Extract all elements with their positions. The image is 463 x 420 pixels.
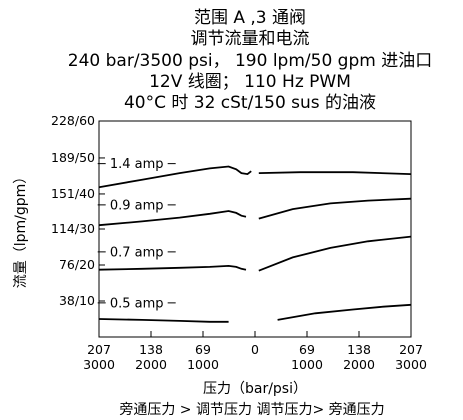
y-tick-label: 76/20 bbox=[59, 257, 95, 272]
amp-label-box bbox=[105, 243, 168, 260]
curve-0-7-amp-right bbox=[258, 235, 412, 272]
x-tick-label-bar: 0 bbox=[251, 342, 259, 357]
x-tick-label-bar: 207 bbox=[399, 342, 423, 357]
chart-title-line-3: 240 bar/3500 psi， 190 lpm/50 gpm 进油口 bbox=[68, 51, 432, 71]
x-tick-label-psi: 3000 bbox=[395, 357, 427, 372]
x-tick-label-psi: 3000 bbox=[83, 357, 115, 372]
curve-0-9-amp-left bbox=[98, 210, 247, 227]
y-axis-ticks: 38/10 76/20 114/30 151/40 189/50 228/60 bbox=[51, 113, 105, 308]
chart-title-line-5: 40°C 时 32 cSt/150 sus 的油液 bbox=[124, 93, 376, 113]
curve-0-5-amp-left bbox=[98, 318, 229, 323]
curve-1-4-amp-right bbox=[258, 171, 412, 175]
x-tick-label-bar: 138 bbox=[347, 342, 371, 357]
chart-title-line-1: 范围 A ,3 通阀 bbox=[194, 8, 306, 28]
y-tick-label: 228/60 bbox=[51, 113, 95, 128]
amp-label-box bbox=[105, 196, 168, 213]
curve-1-4-amp-left bbox=[98, 165, 252, 189]
y-axis-label: 流量（lpm/gpm） bbox=[13, 170, 29, 289]
chart-title-line-4: 12V 线圈； 110 Hz PWM bbox=[149, 72, 351, 92]
curve-0-5-amp-right bbox=[277, 303, 412, 321]
x-tick-label-psi: 2000 bbox=[135, 357, 167, 372]
x-tick-label-psi: 1000 bbox=[187, 357, 219, 372]
series-label-0-7-amp: 0.7 amp bbox=[110, 245, 164, 260]
amp-label-box bbox=[105, 294, 168, 311]
y-tick-label: 151/40 bbox=[51, 186, 95, 201]
y-tick-label: 114/30 bbox=[51, 221, 95, 236]
x-axis-sublabel: 旁通压力 > 调节压力 调节压力> 旁通压力 bbox=[119, 401, 384, 418]
curve-0-9-amp-right bbox=[258, 197, 412, 220]
series-label-0-9-amp: 0.9 amp bbox=[110, 198, 164, 213]
y-tick-label: 38/10 bbox=[59, 293, 95, 308]
x-tick-label-bar: 69 bbox=[195, 342, 211, 357]
x-tick-label-bar: 69 bbox=[299, 342, 315, 357]
series-label-0-5-amp: 0.5 amp bbox=[110, 296, 164, 311]
curve-0-7-amp-left bbox=[98, 264, 247, 271]
x-tick-label-bar: 207 bbox=[87, 342, 111, 357]
curves: 1.4 amp 0.9 amp 0.7 amp 0.5 amp bbox=[97, 155, 412, 323]
x-tick-label-psi: 2000 bbox=[343, 357, 375, 372]
x-axis-label: 压力（bar/psi） bbox=[203, 381, 307, 397]
chart-title-line-2: 调节流量和电流 bbox=[191, 29, 310, 49]
amp-label-box bbox=[105, 155, 168, 172]
x-tick-label-bar: 138 bbox=[139, 342, 163, 357]
series-label-1-4-amp: 1.4 amp bbox=[110, 157, 164, 172]
x-tick-label-psi: 1000 bbox=[291, 357, 323, 372]
y-tick-label: 189/50 bbox=[51, 150, 95, 165]
